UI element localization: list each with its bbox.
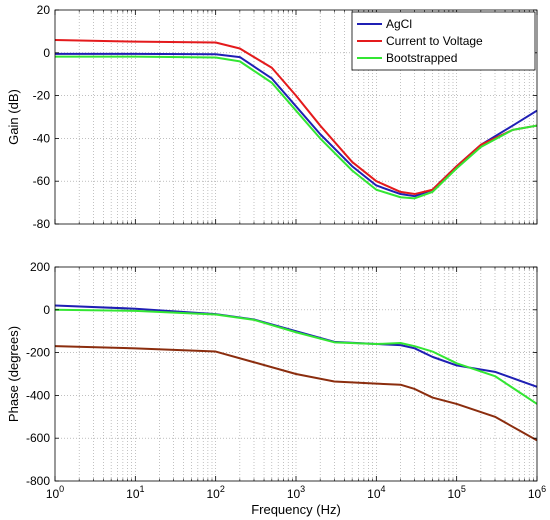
x-tick-label: 100 [46, 484, 64, 501]
series-line-3 [55, 345, 537, 442]
y-tick-label: -200 [26, 346, 50, 360]
panel-gain: -80 -60 -40 -20 0 20 Gain (dB) AgCl Current to V… [6, 3, 538, 231]
y-tick-label: 20 [37, 3, 51, 17]
series-line-2 [55, 308, 537, 405]
y-tick-label: -400 [26, 388, 50, 402]
y-tick-label: -600 [26, 431, 50, 445]
y-tick-label: -800 [26, 474, 50, 488]
y-tick-label: 200 [30, 260, 50, 274]
y-tick-label: -20 [33, 89, 51, 103]
series-line-current-to-voltage [55, 38, 537, 196]
x-tick-label: 104 [367, 484, 385, 501]
x-tick-label: 106 [528, 484, 546, 501]
legend-label-current-to-voltage: Current to Voltage [386, 34, 483, 48]
y-axis-label: Gain (dB) [6, 89, 21, 145]
y-tick-label: 0 [43, 303, 50, 317]
series-line-bootstrapped [55, 55, 537, 200]
panel-phase: -800 -600 -400 -200 0 200 100 101 102 103 104 105 10… [6, 260, 546, 517]
legend-label-agcl: AgCl [386, 17, 412, 31]
y-tick-label: -60 [33, 174, 51, 188]
legend-label-bootstrapped: Bootstrapped [386, 51, 457, 65]
x-tick-label: 105 [447, 484, 465, 501]
y-tick-label: 0 [43, 46, 50, 60]
y-tick-label: -80 [33, 217, 51, 231]
y-tick-label: -40 [33, 131, 51, 145]
legend-box [351, 11, 536, 71]
x-tick-label: 103 [287, 484, 305, 501]
x-tick-label: 102 [206, 484, 224, 501]
x-axis-label: Frequency (Hz) [251, 502, 341, 517]
legend: AgCl Current to Voltage Bootstrapped [351, 11, 536, 71]
x-tick-label: 101 [126, 484, 144, 501]
y-axis-label: Phase (degrees) [6, 326, 21, 422]
